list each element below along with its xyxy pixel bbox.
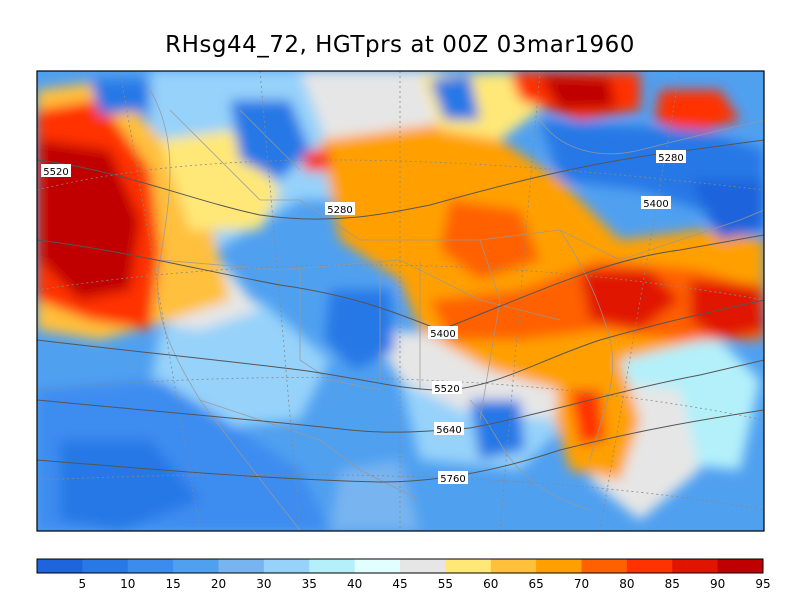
colorbar-label: 85 bbox=[665, 577, 680, 591]
colorbar-swatch bbox=[127, 559, 174, 573]
colorbar-label: 70 bbox=[574, 577, 589, 591]
humidity-field: 5520 5280 5280 5400 5400 5520 bbox=[37, 71, 764, 531]
colorbar-swatch bbox=[626, 559, 673, 573]
contour-label-text: 5280 bbox=[658, 153, 683, 164]
colorbar-label: 90 bbox=[710, 577, 725, 591]
colorbar-swatch bbox=[445, 559, 492, 573]
colorbar-label: 45 bbox=[392, 577, 407, 591]
contour-label-text: 5400 bbox=[643, 199, 668, 210]
colorbar-swatch bbox=[354, 559, 401, 573]
map-title: RHsg44_72, HGTprs at 00Z 03mar1960 bbox=[165, 32, 635, 58]
colorbar-label: 5 bbox=[79, 577, 87, 591]
colorbar-swatch bbox=[173, 559, 219, 573]
contour-label-ne: 5280 bbox=[656, 150, 686, 164]
contour-label-w: 5520 bbox=[41, 164, 71, 178]
contour-label-s2: 5640 bbox=[434, 422, 464, 436]
colorbar-label: 35 bbox=[302, 577, 317, 591]
contour-label-s: 5520 bbox=[432, 381, 462, 395]
colorbar: 5 10 15 20 30 35 40 45 55 60 65 70 80 85 90 95 bbox=[36, 558, 771, 591]
colorbar-label: 95 bbox=[755, 577, 770, 591]
colorbar-label: 55 bbox=[438, 577, 453, 591]
colorbar-swatch bbox=[37, 559, 83, 573]
colorbar-label: 40 bbox=[347, 577, 362, 591]
contour-label-group: 5520 5280 5280 5400 5400 5520 bbox=[41, 150, 686, 485]
colorbar-label: 10 bbox=[120, 577, 135, 591]
colorbar-label: 65 bbox=[528, 577, 543, 591]
colorbar-swatch bbox=[400, 559, 446, 573]
colorbar-swatch bbox=[263, 559, 310, 573]
contour-label-s3: 5760 bbox=[438, 471, 468, 485]
contour-line bbox=[37, 234, 764, 331]
colorbar-swatch bbox=[536, 559, 582, 573]
colorbar-swatch bbox=[581, 559, 628, 573]
colorbar-label: 20 bbox=[211, 577, 226, 591]
colorbar-swatch bbox=[672, 559, 719, 573]
colorbar-swatch bbox=[82, 559, 129, 573]
colorbar-swatch bbox=[309, 559, 356, 573]
map-frame bbox=[36, 70, 765, 532]
graticule bbox=[37, 71, 764, 531]
colorbar-label: 30 bbox=[256, 577, 271, 591]
contour-label-text: 5520 bbox=[43, 167, 68, 178]
contour-line bbox=[37, 359, 764, 433]
contour-label-c: 5280 bbox=[325, 202, 355, 216]
colorbar-swatch bbox=[490, 559, 537, 573]
map-boundaries bbox=[149, 89, 764, 531]
contour-label-text: 5640 bbox=[436, 425, 461, 436]
contour-label-text: 5760 bbox=[440, 474, 465, 485]
colorbar-label: 80 bbox=[619, 577, 634, 591]
contour-label-mid: 5400 bbox=[428, 326, 458, 340]
colorbar-swatch bbox=[717, 559, 764, 573]
colorbar-label: 15 bbox=[165, 577, 180, 591]
contour-line bbox=[37, 139, 764, 220]
colorbar-label: 60 bbox=[483, 577, 498, 591]
contour-label-text: 5520 bbox=[434, 384, 459, 395]
contour-label-text: 5280 bbox=[327, 205, 352, 216]
contour-label-e: 5400 bbox=[641, 196, 671, 210]
contour-label-text: 5400 bbox=[430, 329, 455, 340]
colorbar-border bbox=[36, 558, 764, 574]
colorbar-swatch bbox=[218, 559, 265, 573]
